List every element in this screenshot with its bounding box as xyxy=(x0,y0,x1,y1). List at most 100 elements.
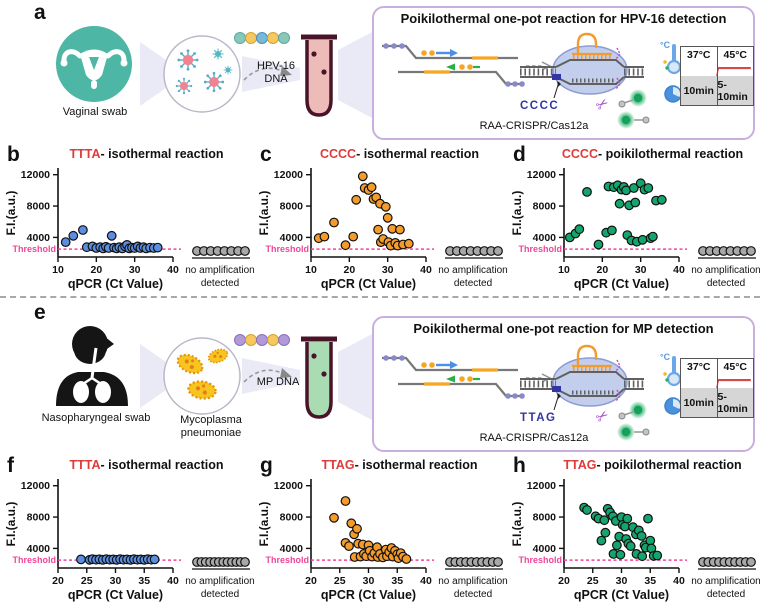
uterus-icon xyxy=(60,49,128,89)
svg-text:qPCR (Ct Value): qPCR (Ct Value) xyxy=(68,277,163,291)
cas12a-complex-icon: ✂ xyxy=(520,344,650,441)
svg-text:25: 25 xyxy=(334,575,346,587)
svg-text:F.I.(a.u.): F.I.(a.u.) xyxy=(510,191,524,236)
temp-cell: 37°C xyxy=(687,361,711,373)
scatter-plot-h: 4000 8000 12000 20 25 30 35 40 F.I.(a.u.) qPCR (C… xyxy=(510,479,760,602)
svg-text:8000: 8000 xyxy=(27,512,51,524)
svg-text:F.I.(a.u.): F.I.(a.u.) xyxy=(257,502,271,547)
svg-text:Threshold: Threshold xyxy=(265,244,309,254)
svg-text:8000: 8000 xyxy=(280,201,304,213)
svg-text:20: 20 xyxy=(90,264,102,276)
svg-text:°C: °C xyxy=(660,40,671,50)
svg-text:no amplification: no amplification xyxy=(691,265,760,276)
sample-processing-art-e xyxy=(140,334,372,420)
svg-text:12000: 12000 xyxy=(527,480,556,492)
svg-text:qPCR (Ct Value): qPCR (Ct Value) xyxy=(321,277,416,291)
temperature-table-mp: 37°C 45°C 10min 5-10min xyxy=(680,358,754,418)
pam-label-hpv: CCCC xyxy=(520,100,560,112)
plot-title-d: CCCC- poikilothermal reaction xyxy=(545,147,760,161)
transfer-arrow xyxy=(243,368,292,383)
reaction-art-mp: ✂ °C xyxy=(382,344,682,441)
sample-label-a: Vaginal swab xyxy=(62,106,128,118)
svg-text:25: 25 xyxy=(81,575,93,587)
cas12a-complex-icon: ✂ xyxy=(520,32,650,129)
system-label-hpv: RAA-CRISPR/Cas12a xyxy=(479,120,589,132)
svg-text:detected: detected xyxy=(454,278,492,289)
system-label-mp: RAA-CRISPR/Cas12a xyxy=(479,432,589,444)
pam-site-mark xyxy=(552,74,561,80)
plot-title-h: TTAG- poikilothermal reaction xyxy=(545,458,760,472)
panel-a-schematic: a Vaginal swab xyxy=(0,0,760,146)
svg-text:20: 20 xyxy=(558,575,570,587)
svg-text:4000: 4000 xyxy=(280,543,304,555)
svg-text:12000: 12000 xyxy=(274,169,303,181)
section-divider xyxy=(0,296,760,298)
reaction-box-mp: Poikilothermal one-pot reaction for MP d… xyxy=(372,316,755,452)
svg-text:detected: detected xyxy=(707,589,745,600)
sample-label-e: Nasopharyngeal swab xyxy=(41,412,151,424)
plot-title-rest: - isothermal reaction xyxy=(100,147,224,161)
plot-title-rest: - poikilothermal reaction xyxy=(596,458,742,472)
beam-wedge xyxy=(140,334,372,420)
svg-text:8000: 8000 xyxy=(27,201,51,213)
scissors-icon: ✂ xyxy=(593,406,613,427)
svg-text:30: 30 xyxy=(616,575,628,587)
svg-text:30: 30 xyxy=(635,264,647,276)
plot-title-sequence: TTTA xyxy=(69,458,101,472)
svg-text:F.I.(a.u.): F.I.(a.u.) xyxy=(257,191,271,236)
svg-text:25: 25 xyxy=(587,575,599,587)
svg-text:4000: 4000 xyxy=(533,232,557,244)
svg-text:qPCR (Ct Value): qPCR (Ct Value) xyxy=(574,588,669,602)
plot-title-sequence: TTAG xyxy=(321,458,355,472)
svg-text:no amplification: no amplification xyxy=(438,576,507,587)
dna-icon xyxy=(234,334,290,346)
temp-cell: 37°C xyxy=(687,49,711,61)
quencher-icon xyxy=(642,116,650,124)
fluorophore-icon xyxy=(617,89,650,129)
plot-title-rest: - isothermal reaction xyxy=(356,147,480,161)
plot-title-sequence: CCCC xyxy=(561,147,598,161)
svg-text:10: 10 xyxy=(558,264,570,276)
svg-text:detected: detected xyxy=(201,278,239,289)
dna-label-a: HPV-16 DNA xyxy=(257,60,295,85)
time-cell: 5-10min xyxy=(716,76,754,105)
svg-text:Threshold: Threshold xyxy=(518,244,562,254)
scatter-plot-d: 4000 8000 12000 10 20 30 40 F.I.(a.u.) qPCR (Ct … xyxy=(510,168,760,291)
dna-label-e: MP DNA xyxy=(256,376,300,388)
panel-g: g TTAG- isothermal reaction 4000 8000 1200… xyxy=(254,454,508,606)
panel-label-b: b xyxy=(7,143,20,166)
svg-text:40: 40 xyxy=(420,264,432,276)
box-title-hpv: Poikilothermal one-pot reaction for HPV-… xyxy=(400,11,727,26)
svg-text:detected: detected xyxy=(707,278,745,289)
svg-text:4000: 4000 xyxy=(27,543,51,555)
svg-text:12000: 12000 xyxy=(527,169,556,181)
dsDNA-icon xyxy=(520,59,644,85)
magnifier-circle xyxy=(163,337,241,415)
head-silhouette-icon xyxy=(56,326,128,406)
plot-title-sequence: TTTA xyxy=(69,147,101,161)
primer-schematic xyxy=(382,355,525,399)
dna-icon xyxy=(234,32,290,44)
panel-label-c: c xyxy=(260,143,272,166)
svg-text:20: 20 xyxy=(596,264,608,276)
quencher-icon xyxy=(618,412,626,420)
timer-icon xyxy=(664,397,682,415)
svg-text:40: 40 xyxy=(673,264,685,276)
quencher-icon xyxy=(618,100,626,108)
plot-title-rest: - isothermal reaction xyxy=(354,458,478,472)
svg-text:20: 20 xyxy=(52,575,64,587)
svg-text:10: 10 xyxy=(305,264,317,276)
panel-c: c CCCC- isothermal reaction 4000 8000 1200… xyxy=(254,143,508,295)
vaginal-swab-icon xyxy=(56,26,132,102)
panel-label-e: e xyxy=(34,301,46,324)
svg-text:35: 35 xyxy=(391,575,403,587)
svg-text:30: 30 xyxy=(110,575,122,587)
plot-title-c: CCCC- isothermal reaction xyxy=(292,147,507,161)
svg-text:F.I.(a.u.): F.I.(a.u.) xyxy=(4,191,18,236)
svg-text:12000: 12000 xyxy=(21,480,50,492)
svg-text:8000: 8000 xyxy=(533,201,557,213)
scatter-plot-c: 4000 8000 12000 10 20 30 40 F.I.(a.u.) qPCR (Ct … xyxy=(257,168,508,291)
svg-text:35: 35 xyxy=(644,575,656,587)
svg-text:35: 35 xyxy=(138,575,150,587)
organism-label: Mycoplasma pneumoniae xyxy=(180,414,242,439)
